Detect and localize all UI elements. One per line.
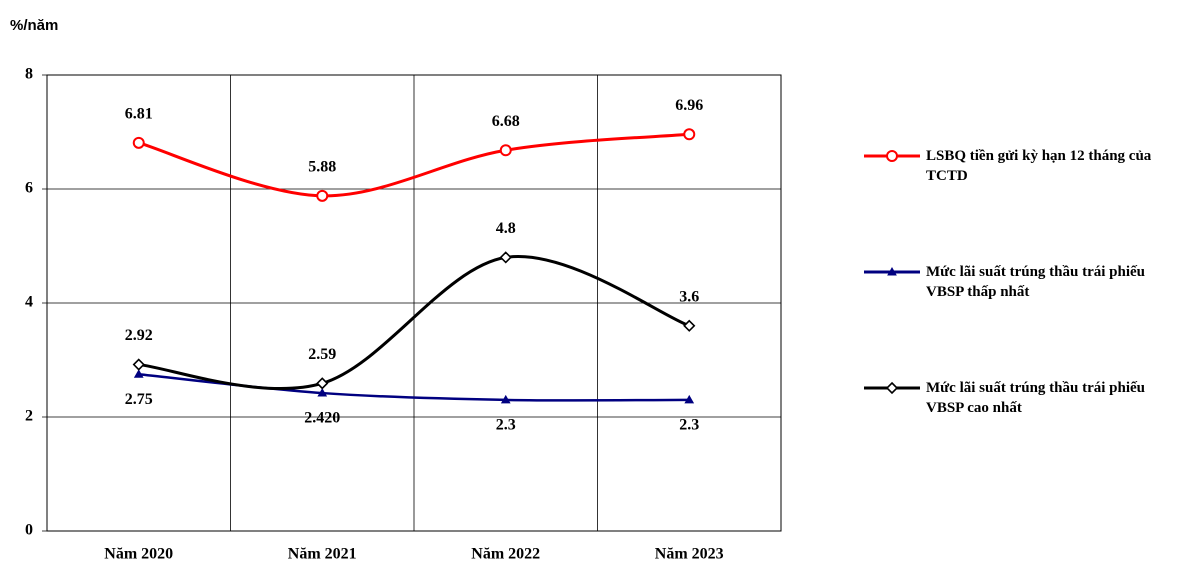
marker (132, 136, 145, 149)
x-tick-label: Năm 2022 (471, 546, 540, 563)
legend-entry: Mức lãi suất trúng thầu trái phiếu VBSP … (862, 378, 1182, 418)
y-tick-label: 4 (25, 294, 33, 311)
data-label: 2.3 (496, 417, 516, 434)
x-tick-label: Năm 2023 (655, 546, 724, 563)
data-label: 2.75 (125, 391, 153, 408)
x-tick-label: Năm 2020 (104, 546, 173, 563)
marker (317, 388, 328, 397)
marker (316, 189, 329, 202)
marker (133, 369, 144, 378)
data-label: 6.81 (125, 106, 153, 123)
marker (500, 394, 511, 404)
marker (886, 150, 898, 162)
legend-entry: LSBQ tiền gửi kỳ hạn 12 tháng của TCTD (862, 146, 1182, 186)
data-label: 6.68 (492, 113, 520, 130)
legend-label: Mức lãi suất trúng thầu trái phiếu VBSP … (926, 380, 1146, 416)
legend-entry: Mức lãi suất trúng thầu trái phiếu VBSP … (862, 262, 1182, 302)
data-label: 4.8 (496, 220, 516, 237)
y-axis-label: %/năm (10, 17, 58, 34)
marker (683, 128, 696, 141)
data-label: 2.3 (679, 417, 699, 434)
legend-label: LSBQ tiền gửi kỳ hạn 12 tháng của TCTD (926, 148, 1152, 184)
marker (316, 377, 329, 390)
data-label: 2.92 (125, 327, 153, 344)
y-tick-label: 2 (25, 408, 33, 425)
marker (132, 358, 145, 371)
marker (885, 381, 899, 395)
y-tick-label: 8 (25, 66, 33, 83)
marker (887, 266, 897, 276)
data-label: 2.420 (304, 410, 340, 427)
data-label: 3.6 (679, 288, 699, 305)
data-label: 5.88 (308, 159, 336, 176)
legend-swatch (864, 150, 920, 162)
legend-item: Mức lãi suất trúng thầu trái phiếu VBSP … (862, 262, 1182, 302)
y-tick-label: 0 (25, 522, 33, 539)
series-line (138, 254, 690, 391)
x-tick-label: Năm 2021 (288, 546, 357, 563)
marker (683, 319, 696, 332)
marker (499, 144, 512, 157)
legend-swatch (864, 381, 920, 395)
data-label: 2.59 (308, 346, 336, 363)
legend-swatch (864, 266, 920, 276)
data-label: 6.96 (675, 97, 703, 114)
legend-item: Mức lãi suất trúng thầu trái phiếu VBSP … (862, 378, 1182, 418)
marker (499, 251, 512, 264)
marker (684, 394, 695, 404)
legend-item: LSBQ tiền gửi kỳ hạn 12 tháng của TCTD (862, 146, 1182, 186)
series-line (138, 132, 690, 198)
legend-label: Mức lãi suất trúng thầu trái phiếu VBSP … (926, 264, 1146, 300)
y-tick-label: 6 (25, 180, 33, 197)
